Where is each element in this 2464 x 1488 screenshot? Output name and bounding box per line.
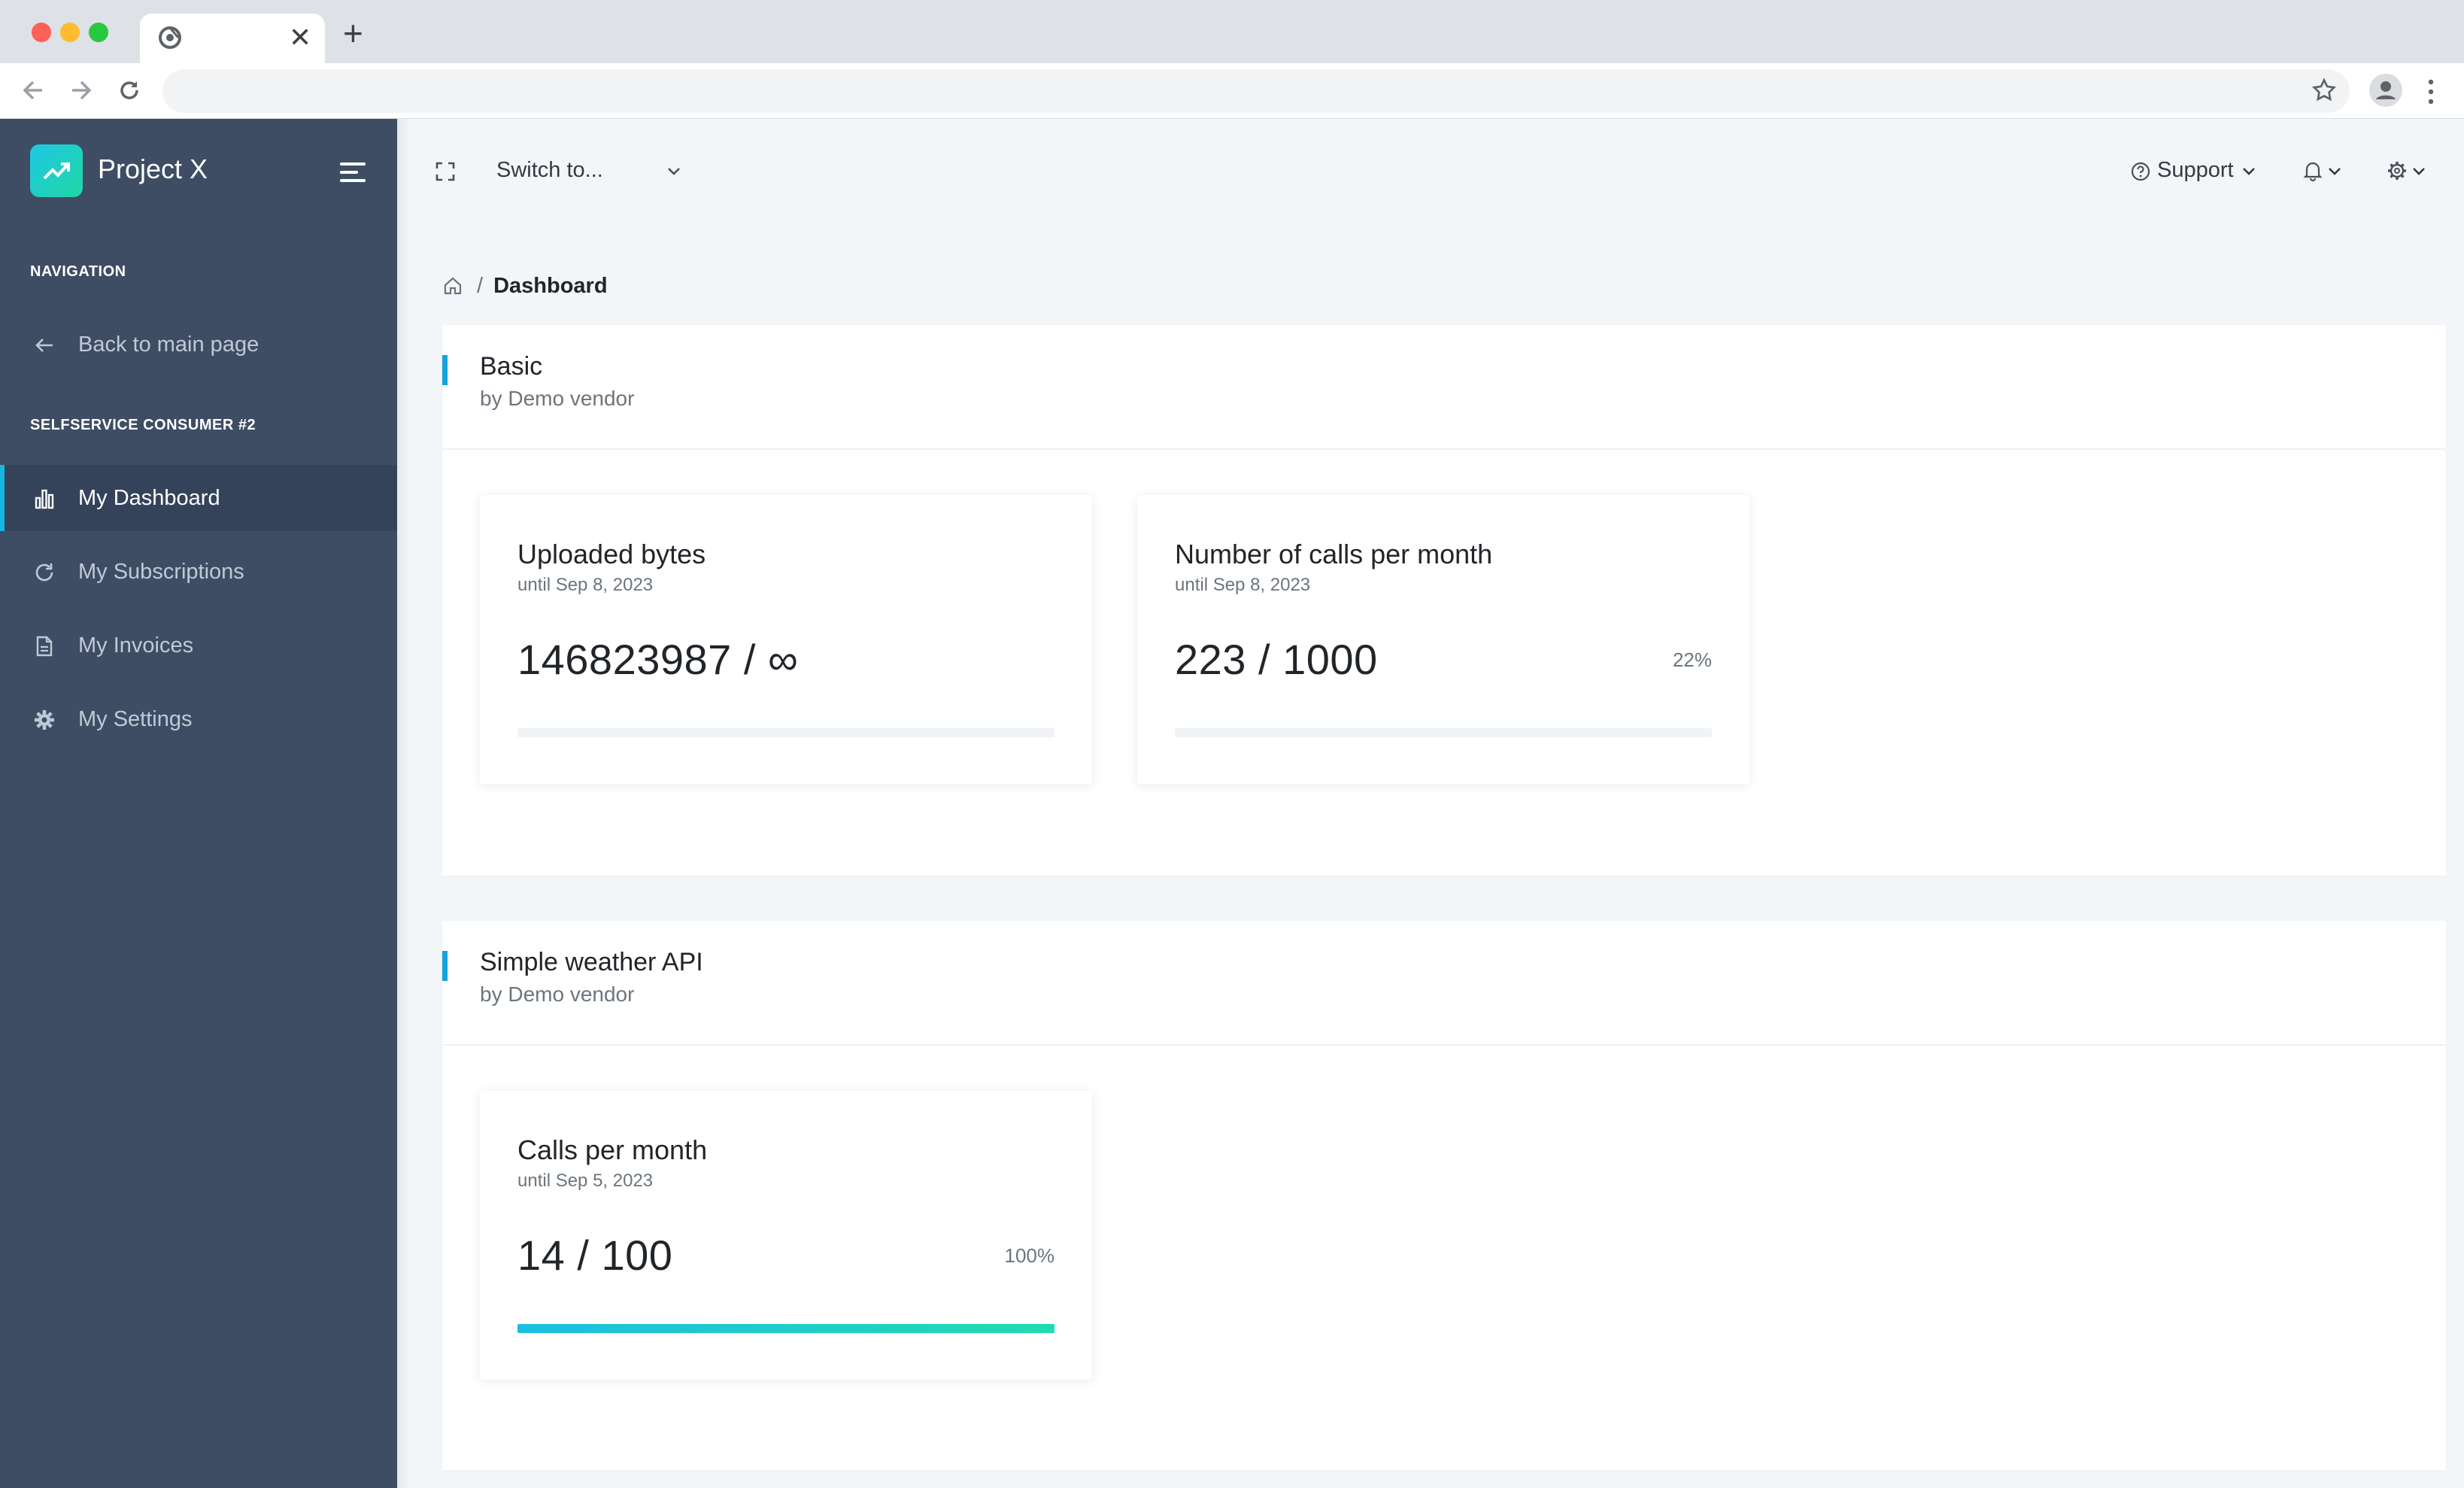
card-period: until Sep 8, 2023 — [1175, 575, 1311, 595]
bar-chart-icon — [33, 487, 56, 510]
maximize-window-button[interactable] — [89, 23, 108, 42]
progress-track — [517, 1324, 1054, 1333]
browser-toolbar — [0, 63, 2464, 119]
menu-toggle-icon[interactable] — [340, 161, 367, 184]
chrome-icon — [158, 26, 182, 50]
help-circle-icon[interactable] — [2130, 161, 2151, 182]
forward-arrow-icon[interactable] — [68, 75, 95, 105]
chevron-down-icon[interactable] — [2326, 162, 2344, 181]
logo-trending-icon[interactable] — [30, 144, 83, 197]
panel-divider — [442, 448, 2446, 450]
panel-vendor: by Demo vendor — [480, 982, 635, 1006]
card-title: Calls per month — [517, 1134, 708, 1165]
sidebar-item-my-dashboard[interactable]: My Dashboard — [0, 465, 397, 531]
minimize-window-button[interactable] — [60, 23, 80, 42]
card-period: until Sep 8, 2023 — [517, 575, 654, 595]
arrow-left-icon — [33, 334, 56, 357]
refresh-icon — [33, 561, 56, 584]
sidebar-item-my-settings[interactable]: My Settings — [0, 686, 397, 752]
breadcrumb-current: Dashboard — [493, 273, 608, 298]
panel-title: Basic — [480, 352, 543, 381]
gear-icon[interactable] — [2386, 159, 2408, 182]
bookmark-star-icon[interactable] — [2311, 77, 2338, 104]
sidebar: Project X NAVIGATION Back to main page S… — [0, 119, 397, 1488]
panel-accent-bar — [442, 355, 448, 385]
sidebar-item-my-invoices[interactable]: My Invoices — [0, 612, 397, 679]
card-usage-value: 146823987 / ∞ — [517, 636, 799, 683]
chevron-down-icon[interactable] — [665, 162, 683, 181]
gear-icon — [33, 709, 56, 731]
card-usage-value: 223 / 1000 — [1175, 636, 1378, 683]
sidebar-item-back-to-main[interactable]: Back to main page — [0, 311, 397, 378]
tab-close-icon[interactable]: ✕ — [289, 22, 312, 53]
chevron-down-icon[interactable] — [2240, 162, 2258, 181]
progress-fill — [517, 1324, 1054, 1333]
browser-tab[interactable]: ✕ — [140, 14, 325, 63]
subscription-panel-weather: Simple weather API by Demo vendor Calls … — [442, 921, 2446, 1470]
home-icon[interactable] — [442, 275, 463, 296]
document-icon — [33, 635, 56, 657]
usage-card-calls-per-month: Number of calls per month until Sep 8, 2… — [1137, 495, 1749, 784]
sidebar-item-label: My Subscriptions — [78, 560, 244, 584]
close-window-button[interactable] — [32, 23, 51, 42]
nav-heading-consumer: SELFSERVICE CONSUMER #2 — [30, 417, 256, 433]
card-title: Number of calls per month — [1175, 539, 1493, 569]
panel-title: Simple weather API — [480, 948, 703, 976]
card-title: Uploaded bytes — [517, 539, 706, 569]
sidebar-item-label: My Invoices — [78, 633, 194, 657]
card-percent: 100% — [1004, 1244, 1055, 1267]
nav-heading-navigation: NAVIGATION — [30, 263, 126, 280]
panel-vendor: by Demo vendor — [480, 387, 635, 410]
panel-divider — [442, 1044, 2446, 1046]
chevron-down-icon[interactable] — [2410, 162, 2428, 181]
app-name: Project X — [98, 153, 208, 184]
progress-track — [517, 728, 1054, 737]
panel-accent-bar — [442, 951, 448, 981]
sidebar-item-label: Back to main page — [78, 333, 259, 357]
progress-track — [1175, 728, 1712, 737]
usage-card-uploaded-bytes: Uploaded bytes until Sep 8, 2023 1468239… — [480, 495, 1092, 784]
back-arrow-icon[interactable] — [20, 75, 47, 105]
address-bar[interactable] — [162, 69, 2350, 113]
reload-icon[interactable] — [116, 75, 143, 105]
sidebar-shadow — [397, 119, 409, 1488]
profile-avatar-icon[interactable] — [2368, 72, 2404, 108]
bell-icon[interactable] — [2302, 159, 2324, 182]
card-percent: 22% — [1672, 648, 1712, 671]
breadcrumb-separator: / — [477, 273, 484, 298]
support-menu[interactable]: Support — [2157, 158, 2234, 182]
switch-to-select[interactable]: Switch to... — [496, 158, 603, 182]
usage-card-weather-calls: Calls per month until Sep 5, 2023 14 / 1… — [480, 1091, 1092, 1380]
browser-tab-strip: ✕ + — [0, 0, 2464, 63]
sidebar-item-label: My Dashboard — [78, 486, 220, 510]
browser-menu-icon[interactable] — [2423, 78, 2438, 105]
breadcrumb: / Dashboard — [442, 272, 608, 299]
sidebar-item-label: My Settings — [78, 707, 193, 731]
card-usage-value: 14 / 100 — [517, 1231, 673, 1279]
sidebar-item-my-subscriptions[interactable]: My Subscriptions — [0, 539, 397, 605]
subscription-panel-basic: Basic by Demo vendor Uploaded bytes unti… — [442, 325, 2446, 876]
fullscreen-icon[interactable] — [435, 161, 456, 182]
new-tab-button[interactable]: + — [343, 14, 363, 53]
card-period: until Sep 5, 2023 — [517, 1171, 654, 1191]
